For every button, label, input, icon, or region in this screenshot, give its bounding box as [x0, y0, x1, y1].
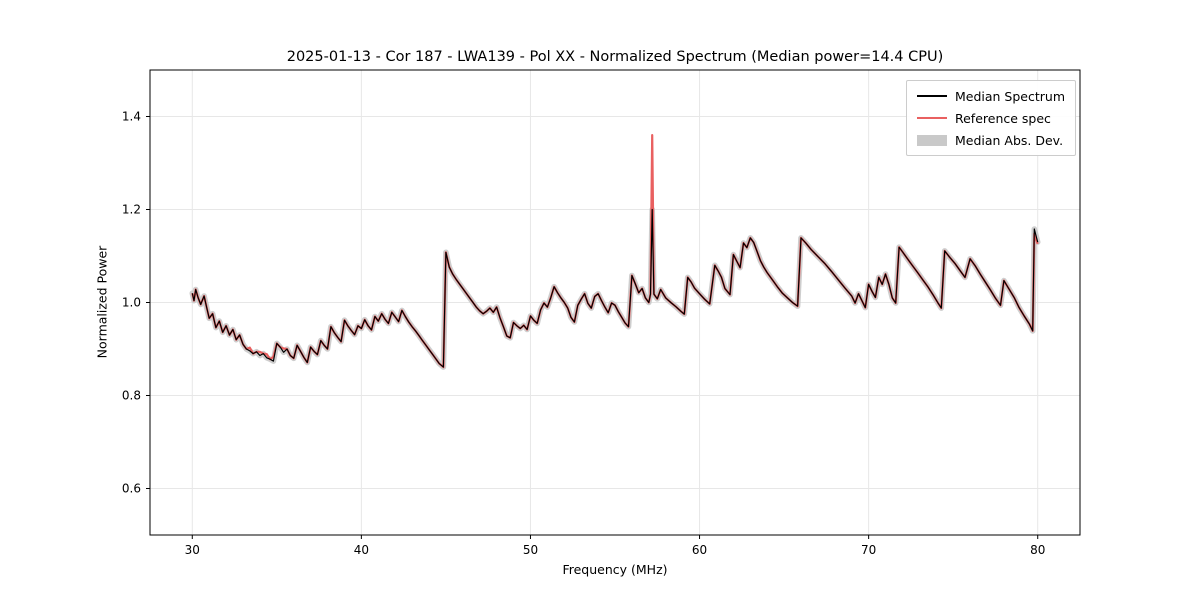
series-lines [189, 134, 1041, 370]
x-tick-label: 70 [861, 543, 876, 557]
chart-title: 2025-01-13 - Cor 187 - LWA139 - Pol XX -… [286, 49, 944, 65]
legend-entry-median-abs-dev: Median Abs. Dev. [916, 132, 1065, 148]
axes-spines [146, 69, 1081, 539]
median-abs-dev-band-swatch [916, 134, 947, 146]
y-tick-label: 0.6 [122, 482, 141, 496]
legend: Median Spectrum Reference spec Median Ab… [905, 80, 1076, 156]
legend-label: Reference spec [954, 110, 1051, 126]
tick-labels: 30 40 50 60 70 80 0.6 0.8 1.0 1.2 1.4 [122, 110, 1045, 558]
legend-entry-median-spectrum: Median Spectrum [916, 88, 1065, 104]
legend-label: Median Abs. Dev. [954, 132, 1064, 148]
legend-label: Median Spectrum [954, 88, 1065, 104]
median-spectrum-line [191, 208, 1039, 368]
x-tick-label: 60 [692, 543, 707, 557]
y-tick-label: 1.2 [122, 203, 141, 217]
y-tick-label: 1.0 [122, 296, 141, 310]
x-tick-label: 40 [354, 543, 369, 557]
reference-spec-line [191, 134, 1039, 369]
y-tick-label: 0.8 [122, 389, 141, 403]
reference-spec-line-swatch [916, 117, 947, 119]
x-axis-label: Frequency (MHz) [562, 562, 668, 577]
x-tick-label: 30 [185, 543, 200, 557]
y-tick-label: 1.4 [122, 110, 141, 124]
x-tick-label: 80 [1030, 543, 1045, 557]
y-axis-label: Normalized Power [94, 245, 110, 359]
legend-entry-reference-spec: Reference spec [916, 110, 1065, 126]
x-tick-label: 50 [523, 543, 538, 557]
median-spectrum-line-swatch [916, 95, 947, 97]
